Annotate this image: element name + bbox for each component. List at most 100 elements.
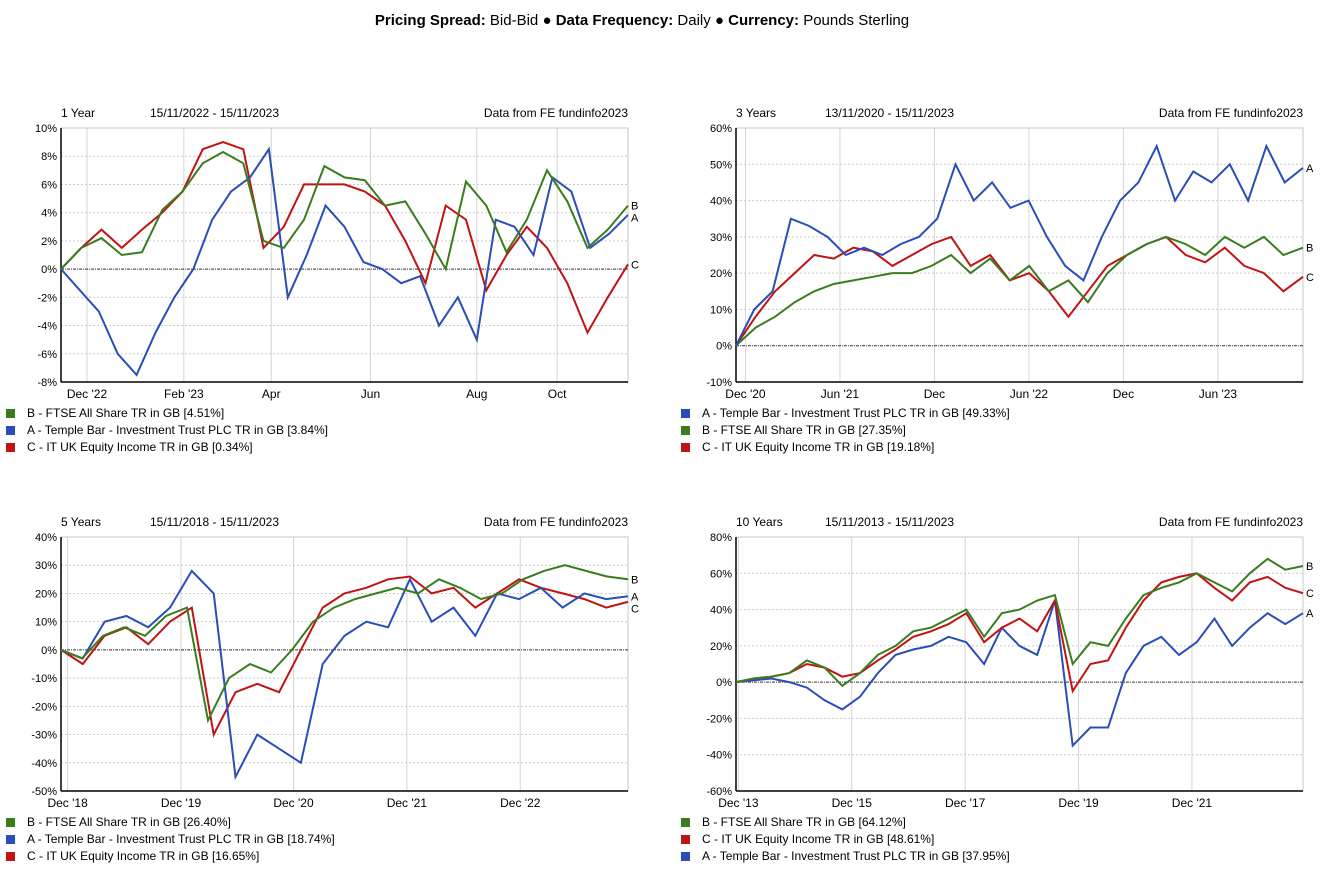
plot-frame xyxy=(60,127,629,383)
legend-label: B - FTSE All Share TR in GB [27.35%] xyxy=(702,423,906,437)
legend-item: B - FTSE All Share TR in GB [27.35%] xyxy=(681,422,1010,439)
legend: B - FTSE All Share TR in GB [64.12%] C - … xyxy=(681,814,1010,865)
x-tick-label: Apr xyxy=(262,387,281,401)
legend-label: A - Temple Bar - Investment Trust PLC TR… xyxy=(702,406,1010,420)
x-tick-label: Jun '22 xyxy=(1010,387,1049,401)
x-tick-label: Dec '13 xyxy=(718,796,759,810)
series-line-B xyxy=(60,564,629,724)
period-label: 3 Years xyxy=(736,106,777,120)
y-tick-label: 20% xyxy=(710,268,732,280)
x-tick-label: Dec '22 xyxy=(500,796,541,810)
x-tick-label: Dec '21 xyxy=(1172,796,1213,810)
x-tick-label: Dec xyxy=(924,387,945,401)
series-end-label: C xyxy=(631,603,639,615)
x-tick-label: Dec '22 xyxy=(67,387,108,401)
series-end-label: A xyxy=(1306,608,1314,620)
separator-dot: ● xyxy=(542,12,552,29)
y-tick-label: 0% xyxy=(41,264,57,276)
x-tick-label: Jun xyxy=(361,387,380,401)
date-range-label: 15/11/2013 - 15/11/2023 xyxy=(825,515,954,529)
legend-swatch xyxy=(681,409,690,418)
legend: A - Temple Bar - Investment Trust PLC TR… xyxy=(681,405,1010,456)
legend-item: B - FTSE All Share TR in GB [26.40%] xyxy=(6,814,335,831)
legend-item: B - FTSE All Share TR in GB [4.51%] xyxy=(6,405,328,422)
pricing-spread-label: Pricing Spread: xyxy=(374,12,486,29)
y-tick-label: -4% xyxy=(37,321,57,333)
series-end-label: C xyxy=(631,259,639,271)
x-tick-label: Dec '20 xyxy=(725,387,766,401)
y-tick-label: 40% xyxy=(710,605,732,617)
series-end-label: A xyxy=(1306,163,1314,175)
period-label: 5 Years xyxy=(61,515,102,529)
y-tick-label: 80% xyxy=(710,532,732,544)
chart-3-years: 3 Years 13/11/2020 - 15/11/2023 Data from … xyxy=(675,100,1342,470)
plot-area: -8% -6% -4% -2% 0% 2% 4% 6% 8% 10% Dec '22 Feb '23 A… xyxy=(35,123,639,401)
y-tick-label: 10% xyxy=(35,123,57,135)
legend-label: B - FTSE All Share TR in GB [64.12%] xyxy=(702,815,906,829)
legend-swatch xyxy=(6,409,15,418)
series-line-C xyxy=(60,575,629,738)
series-end-label: C xyxy=(1306,272,1314,284)
period-label: 1 Year xyxy=(61,106,96,120)
legend-swatch xyxy=(6,852,15,861)
y-tick-label: 0% xyxy=(716,677,732,689)
legend: B - FTSE All Share TR in GB [26.40%] A - … xyxy=(6,814,335,865)
x-tick-label: Jun '23 xyxy=(1199,387,1238,401)
legend-item: C - IT UK Equity Income TR in GB [48.61%… xyxy=(681,831,1010,848)
chart-10-years: 10 Years 15/11/2013 - 15/11/2023 Data from… xyxy=(675,509,1342,879)
legend-label: C - IT UK Equity Income TR in GB [0.34%] xyxy=(27,440,253,454)
legend-swatch xyxy=(6,443,15,452)
data-source-label: Data from FE fundinfo2023 xyxy=(483,515,628,529)
y-tick-label: 20% xyxy=(35,588,57,600)
y-tick-label: 0% xyxy=(716,341,732,353)
y-tick-label: -10% xyxy=(31,673,57,685)
y-tick-label: 10% xyxy=(35,617,57,629)
plot-area: -10% 0% 10% 20% 30% 40% 50% 60% Dec '20 Jun '21 De… xyxy=(706,123,1314,401)
y-tick-label: 2% xyxy=(41,236,57,248)
y-tick-label: -60% xyxy=(706,786,732,798)
series-line-C xyxy=(735,572,1304,694)
legend-label: B - FTSE All Share TR in GB [4.51%] xyxy=(27,406,225,420)
chart-5-years: 5 Years 15/11/2018 - 15/11/2023 Data from … xyxy=(0,509,670,879)
y-tick-label: -30% xyxy=(31,730,57,742)
series-line-C xyxy=(60,141,629,335)
x-tick-label: Dec '21 xyxy=(387,796,428,810)
series-line-A xyxy=(60,146,629,377)
x-tick-label: Dec '20 xyxy=(273,796,314,810)
legend-item: A - Temple Bar - Investment Trust PLC TR… xyxy=(681,405,1010,422)
x-tick-label: Feb '23 xyxy=(164,387,204,401)
legend-swatch xyxy=(681,426,690,435)
legend-label: B - FTSE All Share TR in GB [26.40%] xyxy=(27,815,231,829)
data-source-label: Data from FE fundinfo2023 xyxy=(1158,515,1303,529)
series-line-B xyxy=(735,557,1304,688)
legend-swatch xyxy=(681,835,690,844)
legend-label: C - IT UK Equity Income TR in GB [16.65%… xyxy=(27,849,260,863)
y-tick-label: -8% xyxy=(37,377,57,389)
y-tick-label: -20% xyxy=(706,713,732,725)
date-range-label: 13/11/2020 - 15/11/2023 xyxy=(825,106,954,120)
data-source-label: Data from FE fundinfo2023 xyxy=(1158,106,1303,120)
period-label: 10 Years xyxy=(736,515,783,529)
y-tick-label: 40% xyxy=(710,196,732,208)
y-tick-label: 30% xyxy=(35,560,57,572)
legend-label: C - IT UK Equity Income TR in GB [19.18%… xyxy=(702,440,935,454)
legend-item: A - Temple Bar - Investment Trust PLC TR… xyxy=(6,422,328,439)
currency-value: Pounds Sterling xyxy=(803,12,910,29)
legend-item: B - FTSE All Share TR in GB [64.12%] xyxy=(681,814,1010,831)
y-tick-label: 30% xyxy=(710,232,732,244)
series-line-A xyxy=(735,143,1304,347)
legend-swatch xyxy=(681,443,690,452)
series-line-A xyxy=(735,600,1304,748)
x-tick-label: Dec '19 xyxy=(161,796,202,810)
series-end-label: A xyxy=(631,213,639,225)
y-tick-label: 4% xyxy=(41,208,57,220)
series-end-label: B xyxy=(631,201,638,213)
legend-label: A - Temple Bar - Investment Trust PLC TR… xyxy=(27,832,335,846)
legend-label: C - IT UK Equity Income TR in GB [48.61%… xyxy=(702,832,935,846)
legend: B - FTSE All Share TR in GB [4.51%] A - T… xyxy=(6,405,328,456)
y-tick-label: 8% xyxy=(41,151,57,163)
x-tick-label: Dec xyxy=(1113,387,1134,401)
y-tick-label: -2% xyxy=(37,292,57,304)
legend-item: A - Temple Bar - Investment Trust PLC TR… xyxy=(6,831,335,848)
x-tick-label: Aug xyxy=(466,387,487,401)
